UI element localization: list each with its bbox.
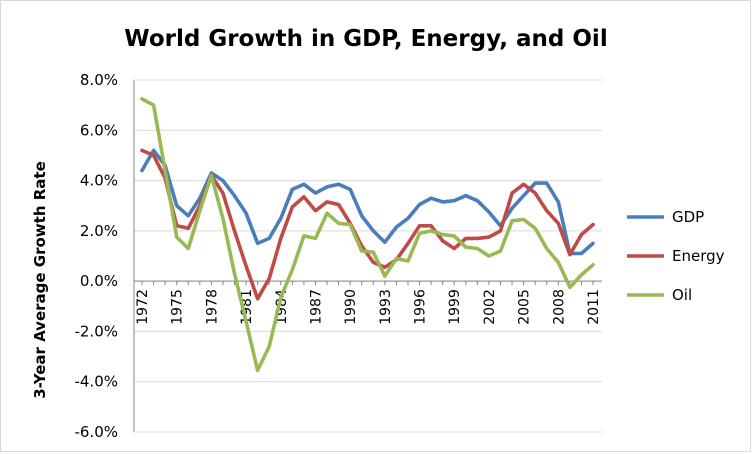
y-tick-label: -2.0% <box>74 322 118 340</box>
y-tick-label: -4.0% <box>74 373 118 391</box>
y-tick-label: -6.0% <box>74 423 118 441</box>
y-tick-label: 8.0% <box>80 71 118 89</box>
legend-label-energy: Energy <box>672 247 725 265</box>
y-axis-ticks: 8.0% 6.0% 4.0% 2.0% 0.0% -2.0% -4.0% -6.0% <box>74 71 118 441</box>
x-tick-label: 1978 <box>204 289 220 325</box>
x-tick-label: 2011 <box>586 289 602 325</box>
x-tick-label: 1999 <box>447 289 463 325</box>
chart-title: World Growth in GDP, Energy, and Oil <box>124 26 607 52</box>
y-tick-label: 6.0% <box>80 121 118 139</box>
x-tick-label: 1996 <box>413 289 429 325</box>
x-tick-label: 2005 <box>517 289 533 325</box>
x-tick-label: 1987 <box>308 289 324 325</box>
legend-label-oil: Oil <box>672 286 692 304</box>
series-line-energy <box>140 148 595 301</box>
y-axis-label: 3-Year Average Growth Rate <box>31 161 49 399</box>
x-tick-label: 1990 <box>343 289 359 325</box>
series-line-gdp <box>140 148 595 256</box>
x-tick-label: 2008 <box>551 289 567 325</box>
x-axis-ticks: 1972 1975 1978 1981 1984 1987 1990 1993 1996 1999… <box>135 289 602 325</box>
legend: GDP Energy Oil <box>627 208 725 304</box>
x-tick-label: 1993 <box>378 289 394 325</box>
y-tick-label: 2.0% <box>80 222 118 240</box>
x-tick-label: 1975 <box>170 289 186 325</box>
y-tick-label: 4.0% <box>80 172 118 190</box>
x-tick-label: 2002 <box>482 289 498 325</box>
series-line-oil <box>140 97 595 373</box>
axes <box>133 80 602 432</box>
y-tick-label: 0.0% <box>80 272 118 290</box>
legend-label-gdp: GDP <box>672 208 704 226</box>
x-tick-label: 1972 <box>135 289 151 325</box>
series-lines <box>140 97 595 373</box>
